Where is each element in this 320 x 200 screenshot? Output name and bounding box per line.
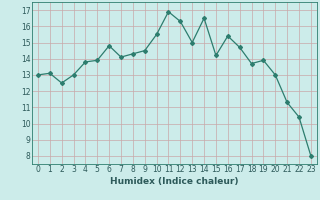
X-axis label: Humidex (Indice chaleur): Humidex (Indice chaleur) [110,177,239,186]
